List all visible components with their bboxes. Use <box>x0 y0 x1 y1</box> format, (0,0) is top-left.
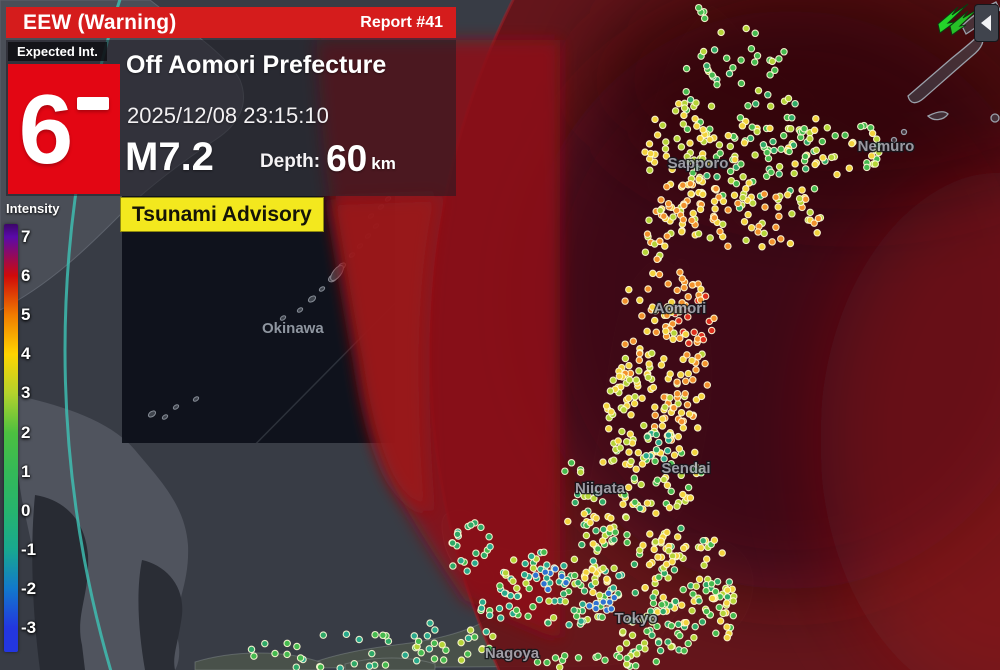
intensity-value: 6 <box>18 74 74 184</box>
city-label-aomori: Aomori <box>654 300 707 317</box>
korea-shade <box>32 495 89 670</box>
report-number: Report #41 <box>360 13 443 31</box>
city-label-tokyo: Tokyo <box>614 610 657 627</box>
origin-datetime: 2025/12/08 23:15:10 <box>127 103 329 128</box>
korea-shade-2 <box>138 560 183 670</box>
tsunami-advisory-label: Tsunami Advisory <box>132 202 312 226</box>
intensity-tick-3: 3 <box>21 383 31 402</box>
station-intensity-dots <box>247 3 883 670</box>
intensity-tick-1: 1 <box>21 462 31 481</box>
alert-detail-panel: Expected Int. 6 Off Aomori Prefecture 20… <box>6 40 456 196</box>
eew-warning-title: EEW (Warning) <box>23 10 177 34</box>
expected-intensity-box: 6 <box>8 64 120 194</box>
intensity-tick-6: 6 <box>21 266 31 285</box>
city-label-sendai: Sendai <box>661 460 710 477</box>
intensity-tick-2: 2 <box>21 423 31 442</box>
left-triangle-icon <box>981 15 991 31</box>
city-label-sapporo: Sapporo <box>668 155 729 172</box>
connection-lightning-icon <box>937 3 979 36</box>
intensity-tick--2: -2 <box>21 579 37 598</box>
epicenter-name: Off Aomori Prefecture <box>126 51 387 79</box>
intensity-tick-7: 7 <box>21 227 31 246</box>
inset-okinawa-label: Okinawa <box>262 320 324 337</box>
depth-label: Depth: <box>259 151 321 172</box>
city-label-nagoya: Nagoya <box>485 645 540 662</box>
sidebar-collapse-button[interactable] <box>974 4 999 42</box>
magnitude-depth-row: M7.2 Depth: 60 km <box>125 137 396 177</box>
intensity-tick-0: 0 <box>21 501 31 520</box>
magnitude-value: M7.2 <box>125 135 214 179</box>
intensity-minus-modifier <box>77 96 110 110</box>
intensity-tick--3: -3 <box>21 618 37 637</box>
eew-warning-banner: EEW (Warning) Report #41 <box>6 7 456 38</box>
pwave-front-circle <box>63 0 122 670</box>
intensity-tick-5: 5 <box>21 305 31 324</box>
city-label-niigata: Niigata <box>575 480 626 497</box>
expected-intensity-label: Expected Int. <box>8 42 107 61</box>
tsunami-advisory-badge: Tsunami Advisory <box>120 197 324 232</box>
intensity-color-scale <box>4 224 18 652</box>
city-label-nemuro: Nemuro <box>858 138 915 155</box>
depth-value: 60 <box>326 138 368 179</box>
depth-unit: km <box>371 154 396 173</box>
intensity-tick--1: -1 <box>21 540 37 559</box>
city-labels: Sapporo Nemuro Aomori Sendai Niigata Tokyo Nag… <box>484 137 916 664</box>
intensity-tick-4: 4 <box>21 344 31 363</box>
intensity-legend-title: Intensity <box>6 201 60 216</box>
